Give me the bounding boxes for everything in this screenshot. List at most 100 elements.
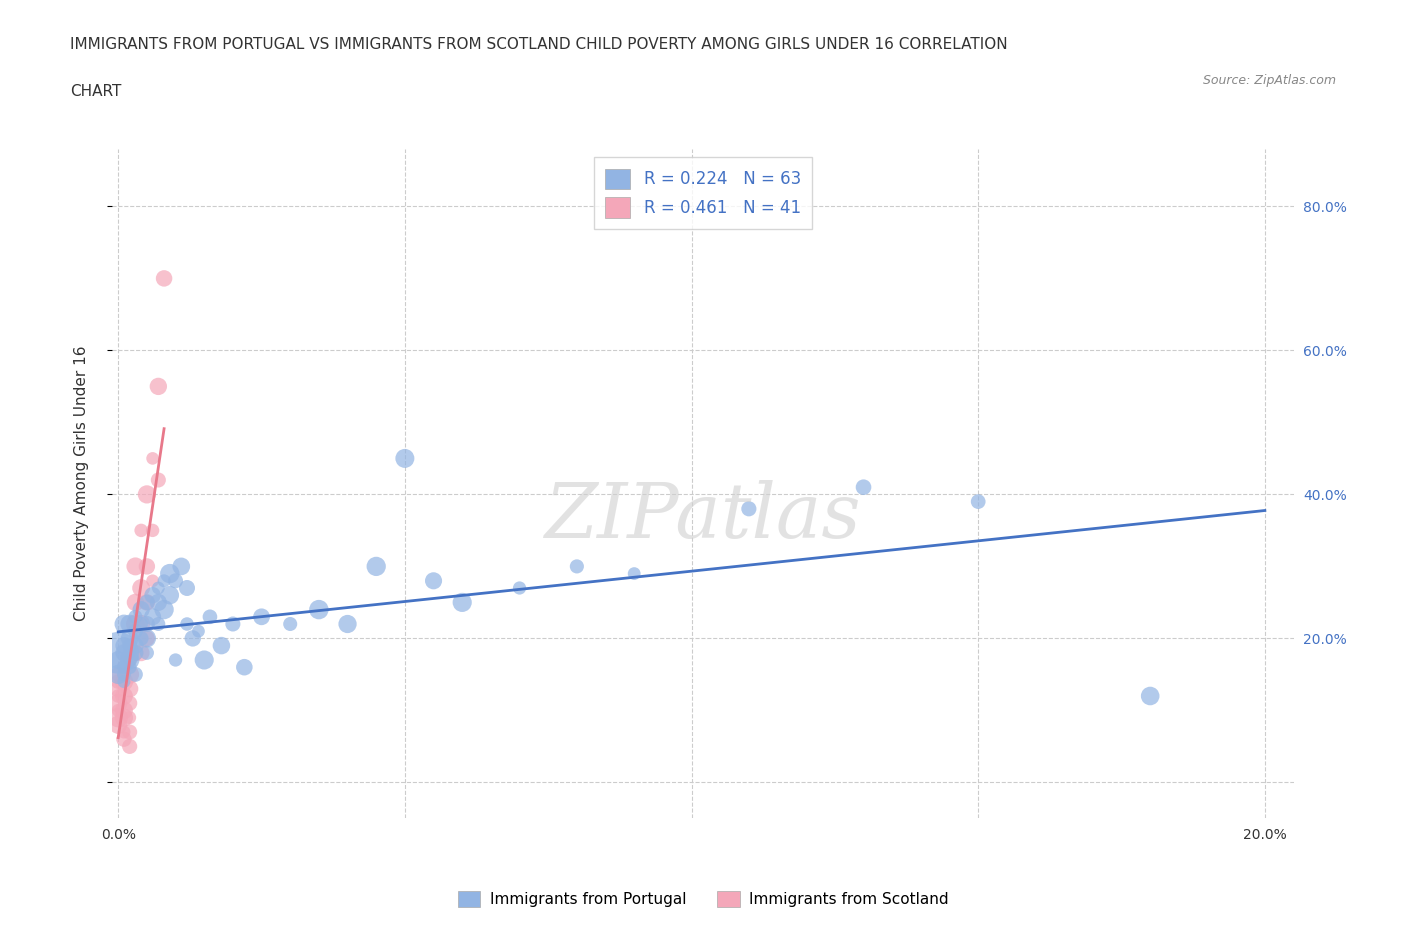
Point: [112, 659, 135, 674]
Point: [124, 559, 146, 574]
Point: [135, 487, 157, 502]
Point: [153, 574, 176, 589]
Point: [623, 566, 645, 581]
Point: [129, 645, 152, 660]
Legend: Immigrants from Portugal, Immigrants from Scotland: Immigrants from Portugal, Immigrants fro…: [451, 884, 955, 913]
Point: [107, 688, 129, 703]
Point: [142, 574, 165, 589]
Point: [107, 667, 129, 682]
Point: [142, 588, 165, 603]
Point: [124, 624, 146, 639]
Text: IMMIGRANTS FROM PORTUGAL VS IMMIGRANTS FROM SCOTLAND CHILD POVERTY AMONG GIRLS U: IMMIGRANTS FROM PORTUGAL VS IMMIGRANTS F…: [70, 37, 1008, 52]
Point: [118, 682, 141, 697]
Point: [118, 638, 141, 653]
Point: [176, 580, 198, 595]
Point: [165, 653, 187, 668]
Point: [107, 674, 129, 689]
Point: [209, 638, 232, 653]
Point: [118, 653, 141, 668]
Point: [118, 667, 141, 682]
Point: [509, 580, 531, 595]
Y-axis label: Child Poverty Among Girls Under 16: Child Poverty Among Girls Under 16: [75, 346, 89, 621]
Point: [107, 682, 129, 697]
Point: [135, 631, 157, 645]
Point: [124, 638, 146, 653]
Point: [112, 674, 135, 689]
Point: [107, 667, 129, 682]
Point: [148, 472, 170, 487]
Text: CHART: CHART: [70, 84, 122, 99]
Point: [159, 588, 181, 603]
Point: [118, 696, 141, 711]
Point: [112, 674, 135, 689]
Point: [124, 609, 146, 624]
Legend: R = 0.224   N = 63, R = 0.461   N = 41: R = 0.224 N = 63, R = 0.461 N = 41: [593, 157, 813, 230]
Point: [112, 617, 135, 631]
Point: [193, 653, 215, 668]
Text: Source: ZipAtlas.com: Source: ZipAtlas.com: [1202, 74, 1336, 87]
Point: [176, 617, 198, 631]
Point: [278, 617, 301, 631]
Point: [112, 667, 135, 682]
Point: [118, 653, 141, 668]
Point: [142, 451, 165, 466]
Point: [118, 739, 141, 754]
Point: [112, 732, 135, 747]
Point: [112, 711, 135, 725]
Point: [107, 711, 129, 725]
Point: [170, 559, 193, 574]
Point: [129, 602, 152, 617]
Point: [967, 494, 990, 509]
Point: [1139, 688, 1161, 703]
Point: [148, 595, 170, 610]
Point: [250, 609, 273, 624]
Point: [135, 617, 157, 631]
Point: [187, 624, 209, 639]
Point: [153, 271, 176, 286]
Point: [336, 617, 359, 631]
Text: ZIPatlas: ZIPatlas: [544, 480, 862, 554]
Point: [565, 559, 588, 574]
Point: [118, 617, 141, 631]
Point: [107, 653, 129, 668]
Point: [112, 688, 135, 703]
Point: [112, 703, 135, 718]
Point: [129, 631, 152, 645]
Point: [148, 617, 170, 631]
Point: [124, 645, 146, 660]
Point: [107, 703, 129, 718]
Point: [107, 645, 129, 660]
Point: [129, 580, 152, 595]
Point: [112, 667, 135, 682]
Point: [366, 559, 388, 574]
Point: [852, 480, 875, 495]
Point: [159, 566, 181, 581]
Point: [142, 523, 165, 538]
Point: [135, 595, 157, 610]
Point: [165, 574, 187, 589]
Point: [181, 631, 204, 645]
Point: [308, 602, 330, 617]
Point: [129, 523, 152, 538]
Point: [135, 559, 157, 574]
Point: [153, 602, 176, 617]
Point: [118, 631, 141, 645]
Point: [118, 724, 141, 739]
Point: [124, 617, 146, 631]
Point: [142, 609, 165, 624]
Point: [112, 724, 135, 739]
Point: [148, 379, 170, 393]
Point: [112, 645, 135, 660]
Point: [129, 617, 152, 631]
Point: [738, 501, 761, 516]
Point: [135, 631, 157, 645]
Point: [118, 645, 141, 660]
Point: [124, 645, 146, 660]
Point: [135, 645, 157, 660]
Point: [394, 451, 416, 466]
Point: [112, 638, 135, 653]
Point: [233, 659, 256, 674]
Point: [124, 595, 146, 610]
Point: [107, 696, 129, 711]
Point: [148, 580, 170, 595]
